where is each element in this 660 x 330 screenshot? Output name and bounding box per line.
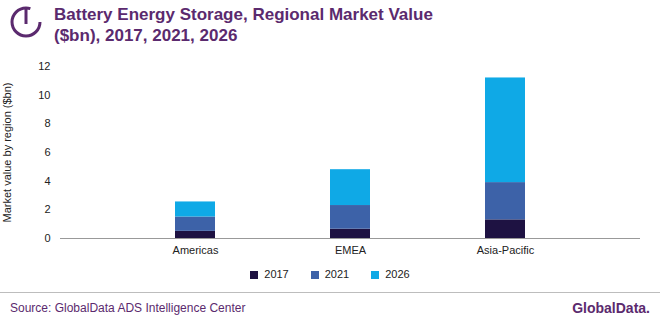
html-text:2026: 2026	[385, 268, 410, 280]
svg-text:6: 6	[44, 146, 50, 158]
html-text:2021: 2021	[324, 268, 350, 280]
svg-text:10: 10	[38, 89, 50, 101]
svg-text:Asia-Pacific: Asia-Pacific	[477, 244, 535, 256]
html-text:GlobalData.: GlobalData.	[572, 299, 650, 316]
svg-text:Americas: Americas	[173, 244, 219, 256]
html-text:Battery Energy Storage, Region: Battery Energy Storage, Regional Market …	[54, 5, 433, 45]
svg-text:EMEA: EMEA	[335, 244, 367, 256]
svg-text:Market value by region ($bn): Market value by region ($bn)	[1, 82, 13, 222]
svg-text:4: 4	[44, 175, 50, 187]
html-text:Source: GlobalData ADS Intelli: Source: GlobalData ADS Intelligence Cent…	[10, 300, 246, 315]
svg-text:12: 12	[38, 60, 50, 72]
svg-text:8: 8	[44, 117, 50, 129]
svg-text:0: 0	[44, 232, 50, 244]
svg-text:2: 2	[44, 203, 50, 215]
html-text:2017: 2017	[264, 268, 289, 280]
